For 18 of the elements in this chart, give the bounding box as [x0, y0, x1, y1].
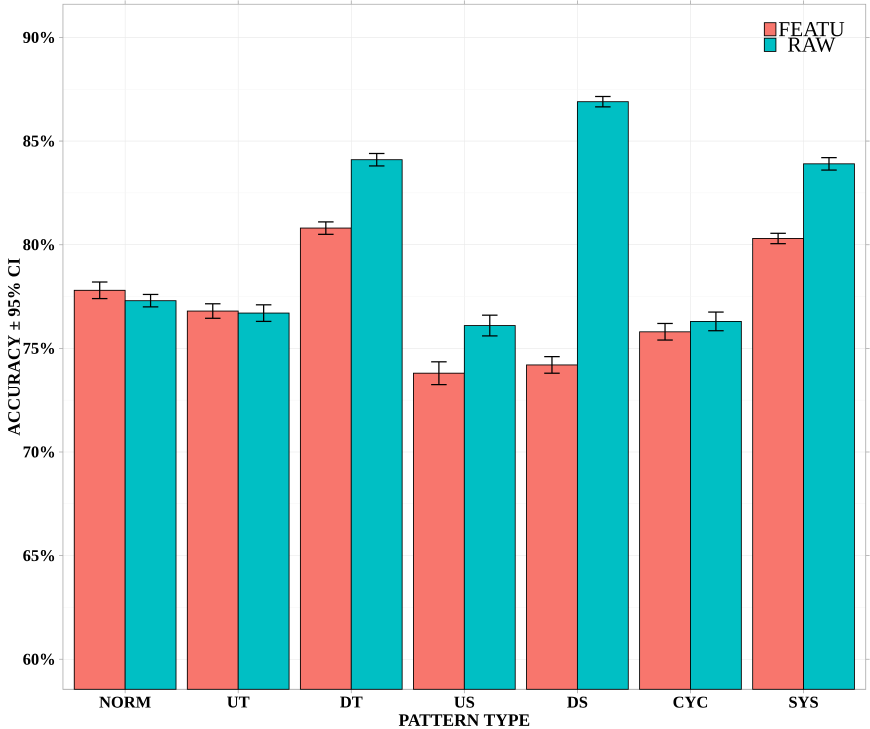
x-tick-label: DT [340, 696, 362, 708]
y-tick-label: 65% [23, 550, 54, 562]
y-tick-label: 90% [23, 32, 54, 43]
y-tick-label: 75% [24, 342, 54, 354]
y-axis-title: ACCURACY ± 95% CI [8, 258, 20, 436]
y-tick-label: 70% [24, 446, 54, 458]
legend-label: RAW [788, 38, 836, 52]
y-tick-label: 80% [23, 239, 54, 250]
y-tick-label: 60% [23, 654, 54, 665]
legend-label: FEATU [778, 22, 844, 36]
x-tick-label: US [454, 696, 474, 708]
x-tick-label: DS [567, 696, 588, 708]
x-tick-label: NORM [99, 696, 151, 708]
x-tick-label: CYC [673, 696, 708, 708]
y-tick-label: 85% [23, 135, 54, 147]
x-tick-label: UT [227, 696, 250, 708]
x-axis-title: PATTERN TYPE [398, 714, 530, 726]
x-tick-label: SYS [789, 696, 818, 708]
